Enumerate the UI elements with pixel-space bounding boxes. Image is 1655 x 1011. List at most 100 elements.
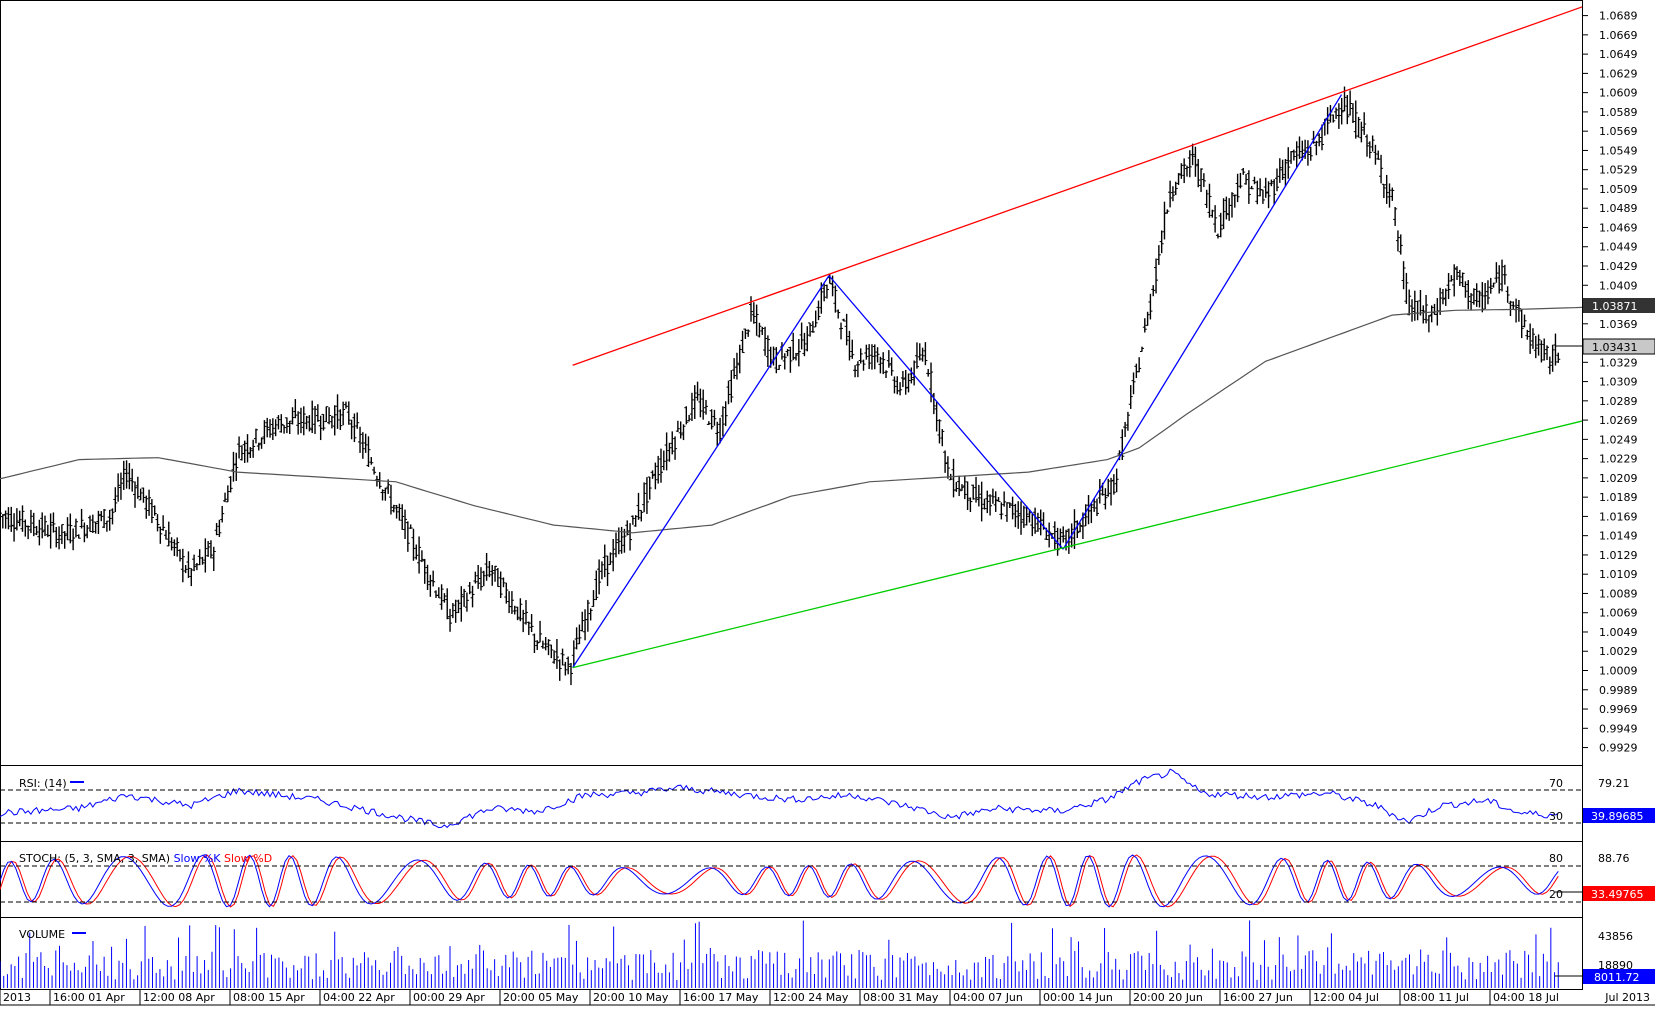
price-bar — [1145, 311, 1150, 326]
price-tick-label: 1.0049 — [1599, 626, 1638, 639]
price-bar — [40, 512, 45, 539]
price-bar — [1047, 522, 1052, 548]
price-bar — [1311, 130, 1316, 144]
price-bar — [675, 420, 680, 433]
stoch-d-line — [0, 854, 1559, 908]
price-bar — [1525, 329, 1530, 340]
price-bar — [1308, 146, 1313, 161]
price-bar — [12, 513, 17, 542]
price-bar — [1514, 298, 1519, 323]
time-tick-label: 04:00 07 Jun — [953, 991, 1023, 1004]
price-bar — [1252, 176, 1257, 185]
price-bar — [1019, 501, 1024, 535]
price-bar — [355, 412, 360, 429]
price-bar — [1238, 172, 1243, 189]
price-bar — [633, 515, 638, 527]
time-tick-label: 12:00 08 Apr — [143, 991, 215, 1004]
price-tick-label: 1.0469 — [1599, 221, 1638, 234]
price-bar — [1418, 290, 1423, 316]
price-bar — [1494, 262, 1499, 283]
price-bar — [262, 420, 267, 444]
price-bar — [611, 539, 616, 572]
price-bar — [1179, 163, 1184, 179]
price-bar — [450, 602, 455, 619]
price-bar — [737, 344, 742, 374]
price-bar — [0, 514, 5, 529]
time-tick-label: 00:00 14 Jun — [1043, 991, 1113, 1004]
price-bar — [816, 300, 821, 321]
price-bar — [794, 352, 799, 361]
price-bar — [1213, 205, 1218, 233]
price-bar — [1412, 290, 1417, 321]
price-bar — [515, 606, 520, 621]
price-bar — [1241, 167, 1246, 175]
price-bar — [802, 332, 807, 357]
price-bar — [1511, 301, 1516, 310]
price-bar — [670, 431, 675, 455]
price-bar — [1395, 230, 1400, 252]
price-bar — [1331, 114, 1336, 123]
price-bar — [405, 521, 410, 552]
rsi-line — [0, 768, 1559, 829]
main-price-panel[interactable] — [0, 0, 1583, 766]
price-bar — [1224, 196, 1229, 220]
price-bar — [1339, 97, 1344, 125]
price-bar — [695, 381, 700, 401]
price-bar — [1035, 512, 1040, 532]
price-bars — [0, 86, 1561, 686]
price-bar — [473, 571, 478, 584]
price-bar — [594, 570, 599, 601]
price-bar — [495, 568, 500, 588]
time-tick-label: 20:00 05 May — [503, 991, 579, 1004]
price-bar — [214, 522, 219, 536]
price-bar — [220, 505, 225, 523]
price-bar — [661, 450, 666, 471]
price-bar — [28, 509, 33, 534]
price-bar — [34, 525, 39, 536]
price-bar — [763, 326, 768, 356]
price-bar — [701, 389, 706, 420]
price-bar — [1255, 180, 1260, 205]
price-bar — [757, 322, 762, 338]
price-bar — [270, 418, 275, 441]
price-bar — [1497, 265, 1502, 294]
price-bar — [51, 512, 56, 533]
price-tick-label: 1.0649 — [1599, 48, 1638, 61]
price-bar — [1283, 159, 1288, 187]
price-bar — [613, 532, 618, 558]
price-bar — [335, 394, 340, 429]
price-bar — [568, 662, 573, 686]
price-bar — [1215, 233, 1220, 239]
price-bar — [934, 401, 939, 432]
price-bar — [1556, 352, 1561, 363]
price-bar — [799, 322, 804, 350]
price-bar — [169, 537, 174, 551]
price-bar — [417, 536, 422, 574]
price-bar — [172, 539, 177, 557]
price-bar — [1376, 150, 1381, 160]
price-bar — [785, 348, 790, 357]
price-bar — [501, 577, 506, 588]
price-bar — [1176, 173, 1181, 185]
price-tick-label: 1.0329 — [1599, 356, 1638, 369]
price-bar — [79, 508, 84, 529]
price-bar — [484, 552, 489, 581]
volume-panel[interactable] — [0, 917, 1583, 990]
price-bar — [1244, 174, 1249, 185]
stoch-legend-d: Slow %D — [224, 852, 272, 865]
time-tick-label: 12:00 04 Jul — [1313, 991, 1379, 1004]
price-bar — [147, 489, 152, 516]
price-bar — [1280, 159, 1285, 181]
price-bar — [1367, 141, 1372, 159]
price-bar — [1356, 116, 1361, 138]
price-bar — [1165, 209, 1170, 214]
price-bar — [256, 442, 261, 451]
channel-lines — [572, 6, 1583, 669]
price-bar — [959, 484, 964, 492]
price-bar — [462, 588, 467, 607]
price-bar — [1013, 503, 1018, 528]
price-bar — [178, 549, 183, 562]
rsi-panel[interactable] — [0, 765, 1583, 842]
price-bar — [231, 451, 236, 482]
